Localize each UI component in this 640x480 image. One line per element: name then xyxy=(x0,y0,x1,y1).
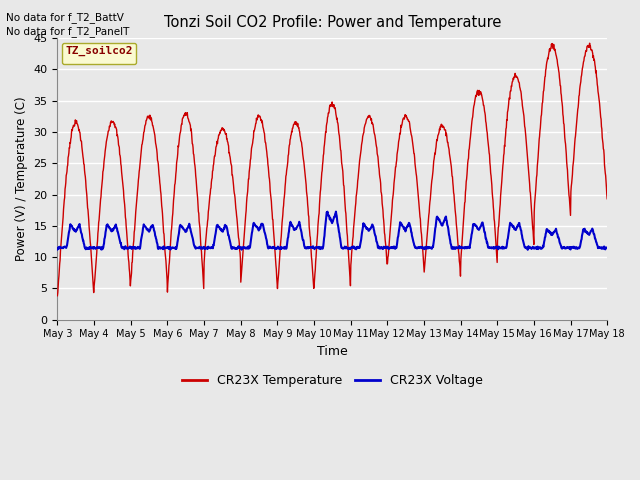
Legend: CR23X Temperature, CR23X Voltage: CR23X Temperature, CR23X Voltage xyxy=(177,370,488,392)
Title: Tonzi Soil CO2 Profile: Power and Temperature: Tonzi Soil CO2 Profile: Power and Temper… xyxy=(164,15,501,30)
Y-axis label: Power (V) / Temperature (C): Power (V) / Temperature (C) xyxy=(15,96,28,261)
X-axis label: Time: Time xyxy=(317,345,348,358)
Text: No data for f_T2_PanelT: No data for f_T2_PanelT xyxy=(6,26,130,37)
Text: No data for f_T2_BattV: No data for f_T2_BattV xyxy=(6,12,124,23)
